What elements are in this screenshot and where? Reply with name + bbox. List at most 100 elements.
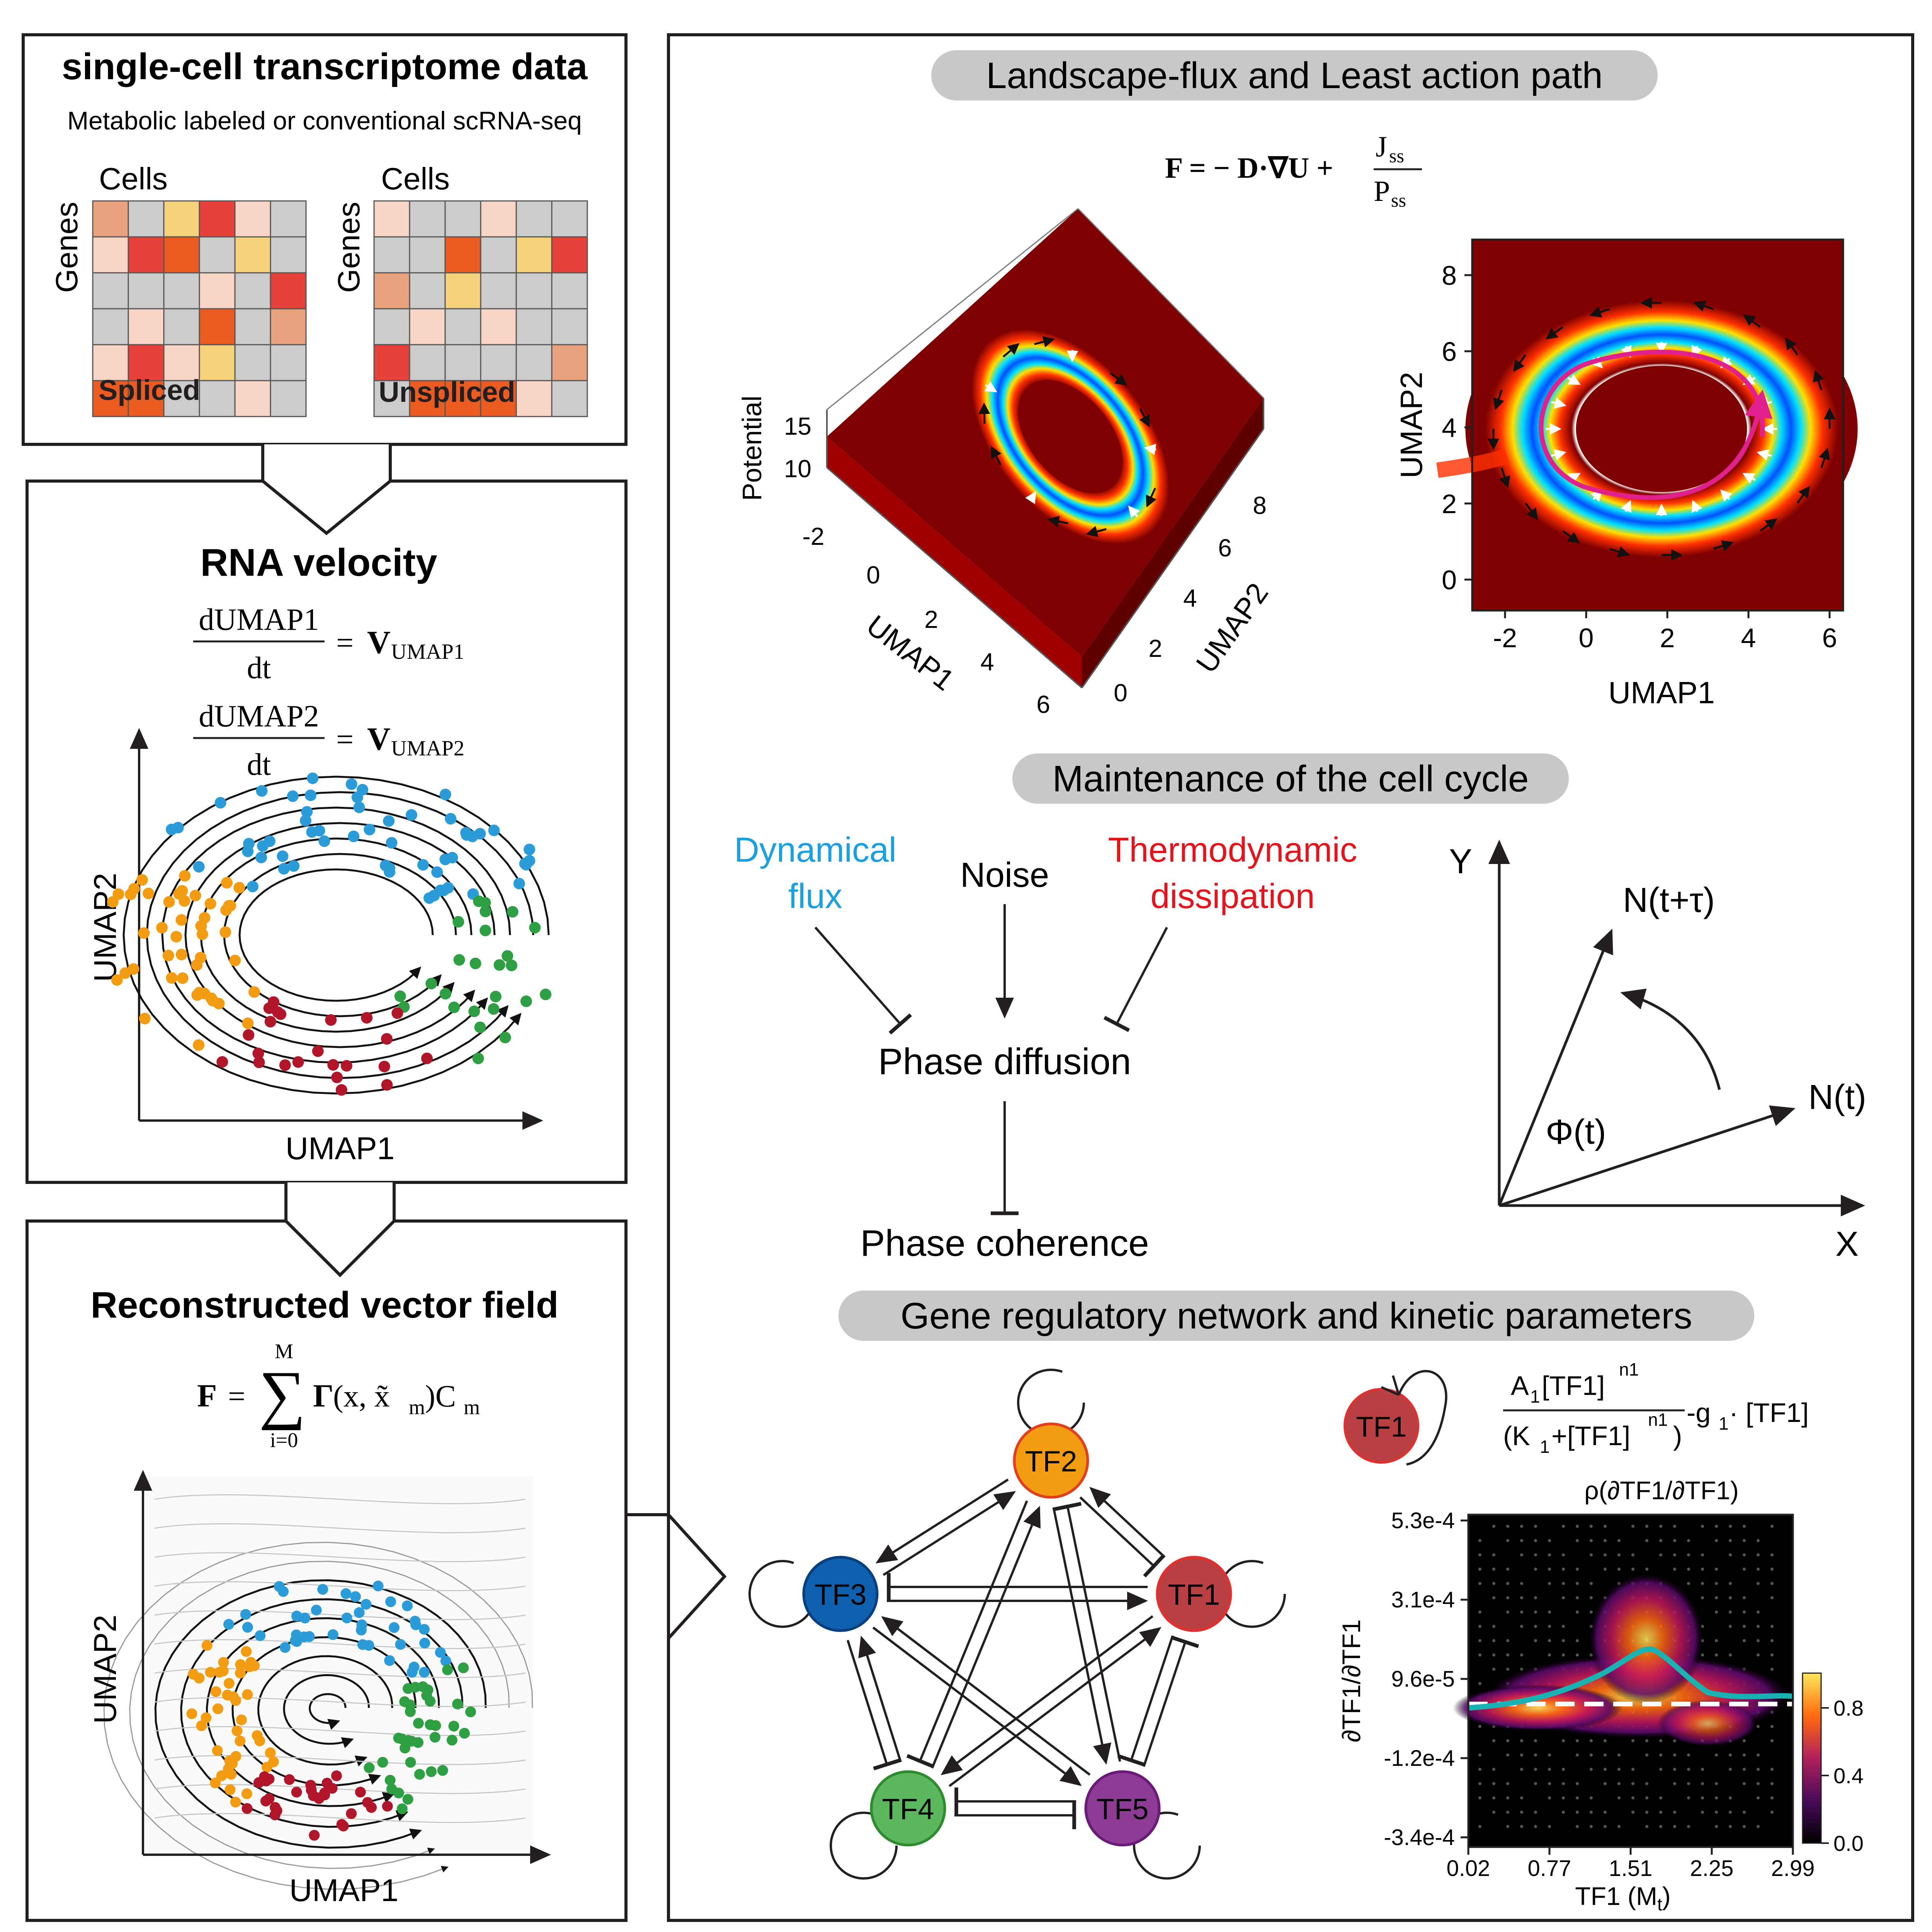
field-cell (458, 1662, 469, 1673)
velocity-cell (177, 972, 189, 984)
velocity-cell (394, 990, 406, 1002)
field-eq-equals: = (228, 1379, 245, 1413)
heatmap-sample (1701, 1582, 1704, 1585)
velocity-cell (391, 1007, 403, 1019)
field-cell (425, 1719, 436, 1730)
maintenance-title: Maintenance of the cell cycle (1053, 758, 1529, 799)
heatmap-sample (1548, 1768, 1551, 1771)
surface-x-ticks: -2 0 2 4 6 (803, 522, 1050, 718)
heatmap-sample (1757, 1782, 1760, 1785)
heatmap-sample (1562, 1625, 1565, 1628)
heatmap-x-label: TF1 (Mt) (1575, 1882, 1670, 1914)
heatmap-sample (1492, 1796, 1495, 1799)
heatmap-sample (1715, 1825, 1718, 1828)
heatmap-sample (1506, 1568, 1509, 1571)
heatmap-sample (1576, 1639, 1579, 1642)
legend-tf1-label: TF1 (1356, 1411, 1407, 1443)
surface-arrow (991, 446, 1002, 466)
heatmap-sample (1576, 1825, 1579, 1828)
matrix-cell (551, 344, 588, 381)
surface-arrow (1085, 526, 1107, 537)
heatmap-sample (1590, 1768, 1593, 1771)
field-background-stream (154, 1610, 526, 1621)
heatmap-sample (1673, 1553, 1676, 1556)
field-cell (413, 1737, 423, 1748)
field-cell (279, 1642, 291, 1653)
field-cell (223, 1678, 235, 1689)
heatmap-sample (1729, 1582, 1732, 1585)
grn-edge (1117, 1635, 1174, 1767)
velocity-cell (204, 898, 216, 910)
velocity-cell (480, 905, 492, 917)
velocity-cell (378, 1061, 390, 1073)
field-cell (354, 1607, 365, 1618)
panel-data-title: single-cell transcriptome data (62, 46, 588, 87)
formula-num-sub: 1 (1530, 1386, 1540, 1406)
heatmap-sample (1478, 1825, 1481, 1828)
velocity-cell (502, 950, 514, 962)
velocity-cell (279, 1059, 291, 1071)
velocity-cell (452, 916, 464, 928)
heatmap-sample (1492, 1525, 1495, 1528)
field-cell (327, 1629, 338, 1640)
heatmap-sample (1478, 1582, 1481, 1585)
heatmap-sample (1631, 1811, 1634, 1814)
field-cell (224, 1755, 235, 1766)
heatmap-sample (1478, 1682, 1481, 1685)
heatmap-x-tick: 2.25 (1690, 1856, 1734, 1881)
field-eq-sigma: ∑ (259, 1358, 306, 1430)
map-y-tick: 6 (1442, 337, 1457, 367)
field-cell (242, 1622, 253, 1633)
surface-arrow (1034, 336, 1055, 348)
eq1-equals: = (336, 626, 354, 660)
map-arrow (1796, 486, 1810, 504)
heatmap-sample (1506, 1825, 1509, 1828)
field-cell (406, 1667, 418, 1678)
map-arrow (1567, 374, 1581, 385)
heatmap-sample (1729, 1596, 1732, 1599)
heatmap-sample (1520, 1753, 1523, 1757)
matrix-cell (234, 380, 271, 417)
velocity-cell (214, 797, 226, 809)
heatmap-sample (1770, 1725, 1774, 1728)
velocity-cell (216, 1056, 228, 1068)
legend-tf1-node (1344, 1388, 1419, 1464)
heatmap-sample (1604, 1553, 1607, 1556)
heatmap-sample (1478, 1568, 1481, 1571)
heatmap-sample (1743, 1639, 1746, 1642)
velocity-cell (253, 1056, 265, 1068)
heatmap-sample (1617, 1796, 1621, 1799)
heatmap-sample (1770, 1625, 1774, 1628)
map-arrow (1513, 354, 1527, 372)
surface-x-tick: -2 (803, 522, 825, 550)
matrix-cell (551, 308, 588, 345)
heatmap-sample (1770, 1582, 1774, 1585)
heatmap-sample (1506, 1596, 1509, 1599)
heatmap-x-tick: 2.99 (1771, 1856, 1815, 1881)
matrix-cell (515, 236, 553, 274)
field-cell (201, 1712, 212, 1723)
field-cell (400, 1743, 410, 1753)
heatmap-sample (1478, 1653, 1481, 1656)
field-cell (440, 1655, 451, 1667)
surface-y-label: UMAP2 (1190, 577, 1275, 679)
matrix-cell (480, 200, 517, 238)
map-y-tick: 4 (1442, 413, 1457, 443)
heatmap-sample (1701, 1811, 1704, 1814)
matrix-cell (163, 380, 200, 417)
heatmap-sample (1604, 1782, 1607, 1785)
matrix-cell (515, 272, 553, 310)
heatmap-sample (1576, 1753, 1579, 1757)
map-arrow (1562, 530, 1580, 544)
heatmap-sample (1673, 1782, 1676, 1785)
heatmap-sample (1534, 1625, 1537, 1628)
map-hole (1576, 366, 1747, 492)
heatmap-sample (1576, 1796, 1579, 1799)
eq2-sub: UMAP2 (391, 736, 464, 760)
heatmap-y-tick: -1.2e-4 (1384, 1746, 1455, 1771)
heatmap-sample (1506, 1753, 1509, 1757)
velocity-streamline (200, 837, 473, 1033)
velocity-cell (138, 927, 150, 939)
field-streamline (257, 1655, 393, 1767)
velocity-cell (277, 850, 289, 862)
